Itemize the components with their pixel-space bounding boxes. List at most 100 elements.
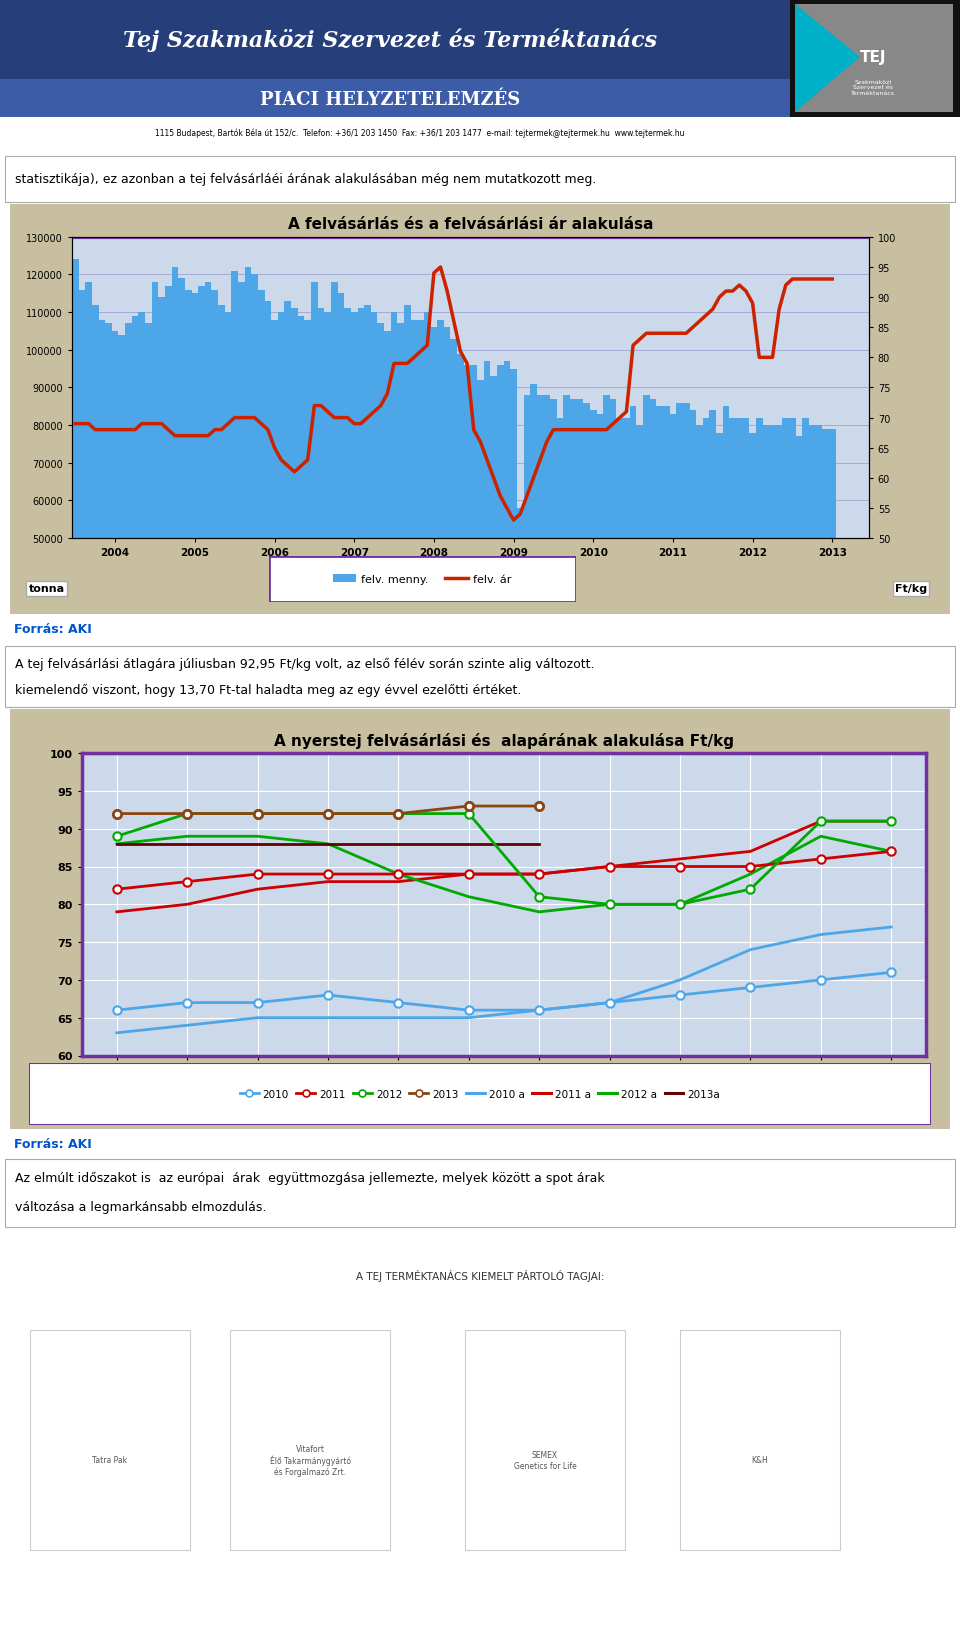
Bar — [477, 381, 484, 727]
Bar — [689, 411, 696, 727]
Bar — [630, 408, 636, 727]
Bar — [265, 302, 271, 727]
Bar — [172, 267, 179, 727]
Bar — [364, 305, 371, 727]
Text: Forrás: AKI: Forrás: AKI — [14, 623, 92, 636]
Bar — [809, 425, 816, 727]
Text: 1115 Budapest, Bartók Béla út 152/c.  Telefon: +36/1 203 1450  Fax: +36/1 203 14: 1115 Budapest, Bartók Béla út 152/c. Tel… — [156, 129, 684, 137]
Bar — [30, 1330, 190, 1550]
Bar — [603, 396, 610, 727]
Bar — [491, 377, 497, 727]
Text: A TEJ TERMÉKTANÁCS KIEMELT PÁRTOLÓ TAGJAI:: A TEJ TERMÉKTANÁCS KIEMELT PÁRTOLÓ TAGJA… — [356, 1270, 604, 1281]
Bar — [465, 1330, 625, 1550]
Bar — [643, 396, 650, 727]
Bar — [790, 0, 960, 117]
Bar — [106, 324, 111, 727]
Bar — [72, 261, 79, 727]
Bar — [444, 328, 450, 727]
Bar — [311, 284, 318, 727]
Bar — [418, 321, 424, 727]
Text: statisztikája), ez azonban a tej felvásárláéi árának alakulásában még nem mutatk: statisztikája), ez azonban a tej felvásá… — [15, 173, 596, 186]
Bar — [716, 434, 723, 727]
Bar — [816, 425, 823, 727]
Bar — [596, 414, 603, 727]
Bar — [238, 284, 245, 727]
Bar — [782, 419, 789, 727]
Bar — [756, 419, 762, 727]
Bar — [464, 365, 470, 727]
Bar — [377, 324, 384, 727]
Bar — [743, 419, 750, 727]
Bar — [636, 425, 643, 727]
Text: Ft/kg: Ft/kg — [895, 584, 927, 595]
Bar — [99, 321, 106, 727]
Bar — [218, 305, 225, 727]
Bar — [680, 1330, 840, 1550]
Bar — [623, 419, 630, 727]
Bar — [424, 313, 430, 727]
Bar — [331, 284, 338, 727]
Text: Tatra Pak: Tatra Pak — [92, 1456, 128, 1465]
Bar — [132, 316, 138, 727]
Bar — [762, 425, 769, 727]
Bar — [450, 339, 457, 727]
Text: Tej Szakmaközi Szervezet és Terméktanács: Tej Szakmaközi Szervezet és Terméktanács — [123, 28, 657, 52]
Bar — [776, 425, 782, 727]
Polygon shape — [795, 5, 860, 112]
Bar — [204, 284, 211, 727]
Bar — [430, 328, 437, 727]
Legend: felv. menny., felv. ár: felv. menny., felv. ár — [329, 570, 516, 588]
Bar — [252, 275, 258, 727]
Bar — [504, 362, 511, 727]
Bar — [795, 5, 953, 112]
Bar — [384, 333, 391, 727]
Bar — [683, 403, 689, 727]
Legend: 2010, 2011, 2012, 2013, 2010 a, 2011 a, 2012 a, 2013a: 2010, 2011, 2012, 2013, 2010 a, 2011 a, … — [235, 1086, 725, 1104]
Bar — [523, 396, 530, 727]
Bar — [829, 430, 835, 727]
Text: tonna: tonna — [29, 584, 64, 595]
Bar — [245, 267, 252, 727]
Bar — [0, 80, 790, 117]
Bar — [557, 419, 564, 727]
Bar — [118, 336, 125, 727]
Bar — [437, 321, 444, 727]
Text: Forrás: AKI: Forrás: AKI — [14, 1136, 92, 1149]
Bar — [165, 287, 172, 727]
Bar — [676, 403, 683, 727]
Bar — [584, 403, 589, 727]
Text: TEJ: TEJ — [860, 51, 886, 65]
Bar — [198, 287, 204, 727]
Bar — [284, 302, 291, 727]
Bar — [470, 365, 477, 727]
Text: SEMEX
Genetics for Life: SEMEX Genetics for Life — [514, 1451, 576, 1470]
Bar — [803, 419, 809, 727]
Text: K&H: K&H — [752, 1456, 768, 1465]
Bar — [616, 419, 623, 727]
Bar — [650, 399, 657, 727]
Bar — [550, 399, 557, 727]
Bar — [324, 313, 331, 727]
Title: A felvásárlás és a felvásárlási ár alakulása: A felvásárlás és a felvásárlási ár alaku… — [288, 217, 653, 233]
FancyBboxPatch shape — [0, 706, 960, 1133]
Bar — [345, 310, 351, 727]
Bar — [589, 411, 596, 727]
Bar — [397, 324, 404, 727]
Bar — [152, 284, 158, 727]
Bar — [511, 370, 516, 727]
Bar — [577, 399, 584, 727]
Bar — [610, 399, 616, 727]
Bar — [516, 509, 523, 727]
Bar — [663, 408, 670, 727]
Bar — [230, 1330, 390, 1550]
Bar — [537, 396, 543, 727]
Bar — [0, 0, 790, 80]
Bar — [564, 396, 570, 727]
Bar — [138, 313, 145, 727]
Text: Az elmúlt időszakot is  az európai  árak  együttmozgása jellemezte, melyek közöt: Az elmúlt időszakot is az európai árak e… — [15, 1170, 605, 1183]
Bar — [179, 279, 185, 727]
Bar — [304, 321, 311, 727]
Text: változása a legmarkánsabb elmozdulás.: változása a legmarkánsabb elmozdulás. — [15, 1201, 266, 1214]
Bar — [258, 290, 265, 727]
Bar — [749, 434, 756, 727]
